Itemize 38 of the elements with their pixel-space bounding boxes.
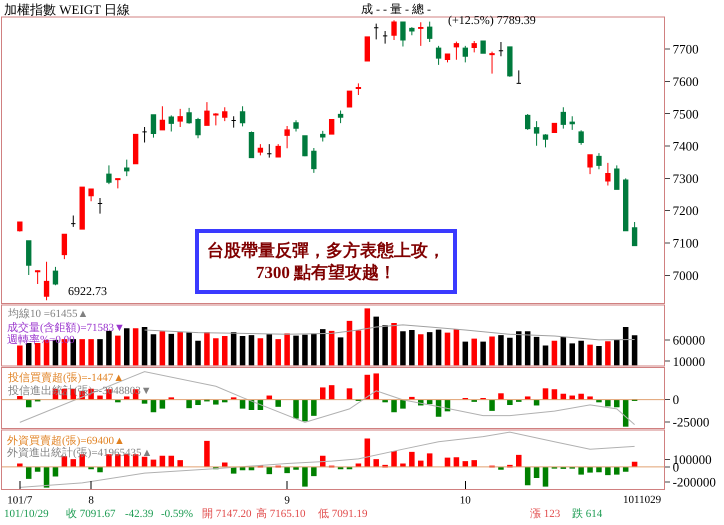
y-tick-label: 10000 xyxy=(672,354,706,369)
y-tick-label: 7100 xyxy=(672,236,699,251)
text: 1011029 xyxy=(623,494,662,506)
y-tick-label: -25000 xyxy=(672,414,710,430)
y-tick-label: 7200 xyxy=(672,203,699,218)
annotation: 外資進出統計(張)=41965435▲ xyxy=(7,446,152,459)
annotation: 週轉率%=0.00 xyxy=(7,333,76,346)
text: 成 - - 量 - 總 - xyxy=(361,2,431,16)
y-tick-label: 7300 xyxy=(672,170,699,186)
chart-title: 加權指數 WEIGT 日線 xyxy=(4,2,130,17)
y-tick-label: 7400 xyxy=(672,138,699,154)
annotation: 6922.73 xyxy=(68,284,107,298)
text: 收 7091.67 xyxy=(66,508,116,520)
x-tick-label: 9 xyxy=(284,494,290,506)
x-tick-label: 8 xyxy=(88,494,94,506)
text: 低 7091.19 xyxy=(318,508,368,520)
annotation: 投信買賣超(張)=-1447▲ xyxy=(7,371,124,384)
annotation: 成交量(含鉅額)=71583▼ xyxy=(7,321,125,334)
y-tick-label: -200000 xyxy=(672,474,716,490)
text: 高 7165.10 xyxy=(256,507,306,520)
annotation: 台股帶量反彈，多方表態上攻， 7300 點有望攻越！ xyxy=(207,241,445,282)
y-tick-label: 7000 xyxy=(672,268,699,283)
text: -42.39 xyxy=(125,508,154,520)
annotation: 均線10 =61455▲ xyxy=(7,308,88,320)
annotation: 外資買賣超(張)=69400▲ xyxy=(7,434,125,447)
text: 漲 123 xyxy=(530,508,561,520)
text: 開 7147.20 xyxy=(202,508,252,520)
y-tick-label: 7500 xyxy=(672,106,699,122)
text: 跌 614 xyxy=(572,508,603,520)
y-tick-label: 7600 xyxy=(672,74,699,89)
y-tick-label: 0 xyxy=(672,392,680,408)
text: -0.59% xyxy=(161,508,194,520)
x-tick-label: 10 xyxy=(460,494,472,506)
y-tick-label: 7700 xyxy=(672,42,699,57)
x-tick-label: 101/7 xyxy=(7,494,33,506)
y-tick-label: 60000 xyxy=(672,332,706,348)
annotation: (+12.5%) 7789.39 xyxy=(448,13,536,27)
text: 101/10/29 xyxy=(4,508,50,520)
